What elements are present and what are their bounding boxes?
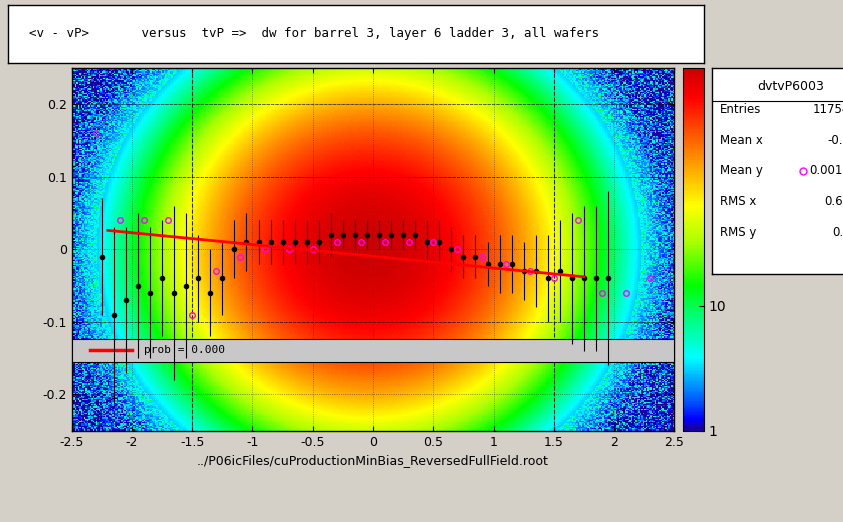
Text: RMS y: RMS y	[720, 227, 756, 239]
Text: RMS x: RMS x	[720, 195, 756, 208]
Text: -0.032: -0.032	[828, 134, 843, 147]
Text: prob = 0.000: prob = 0.000	[144, 345, 225, 355]
Text: dvtvP6003: dvtvP6003	[757, 80, 824, 93]
Text: 0.103: 0.103	[832, 227, 843, 239]
Text: 0.001145: 0.001145	[809, 164, 843, 177]
Text: 1175413: 1175413	[813, 103, 843, 115]
Text: <v - vP>       versus  tvP =>  dw for barrel 3, layer 6 ladder 3, all wafers: <v - vP> versus tvP => dw for barrel 3, …	[30, 28, 599, 40]
Text: Mean x: Mean x	[720, 134, 763, 147]
Bar	[72, 338, 674, 362]
Text: Entries: Entries	[720, 103, 761, 115]
Text: Mean y: Mean y	[720, 164, 763, 177]
Text: 0.6756: 0.6756	[824, 195, 843, 208]
X-axis label: ../P06icFiles/cuProductionMinBias_ReversedFullField.root: ../P06icFiles/cuProductionMinBias_Revers…	[197, 454, 549, 467]
